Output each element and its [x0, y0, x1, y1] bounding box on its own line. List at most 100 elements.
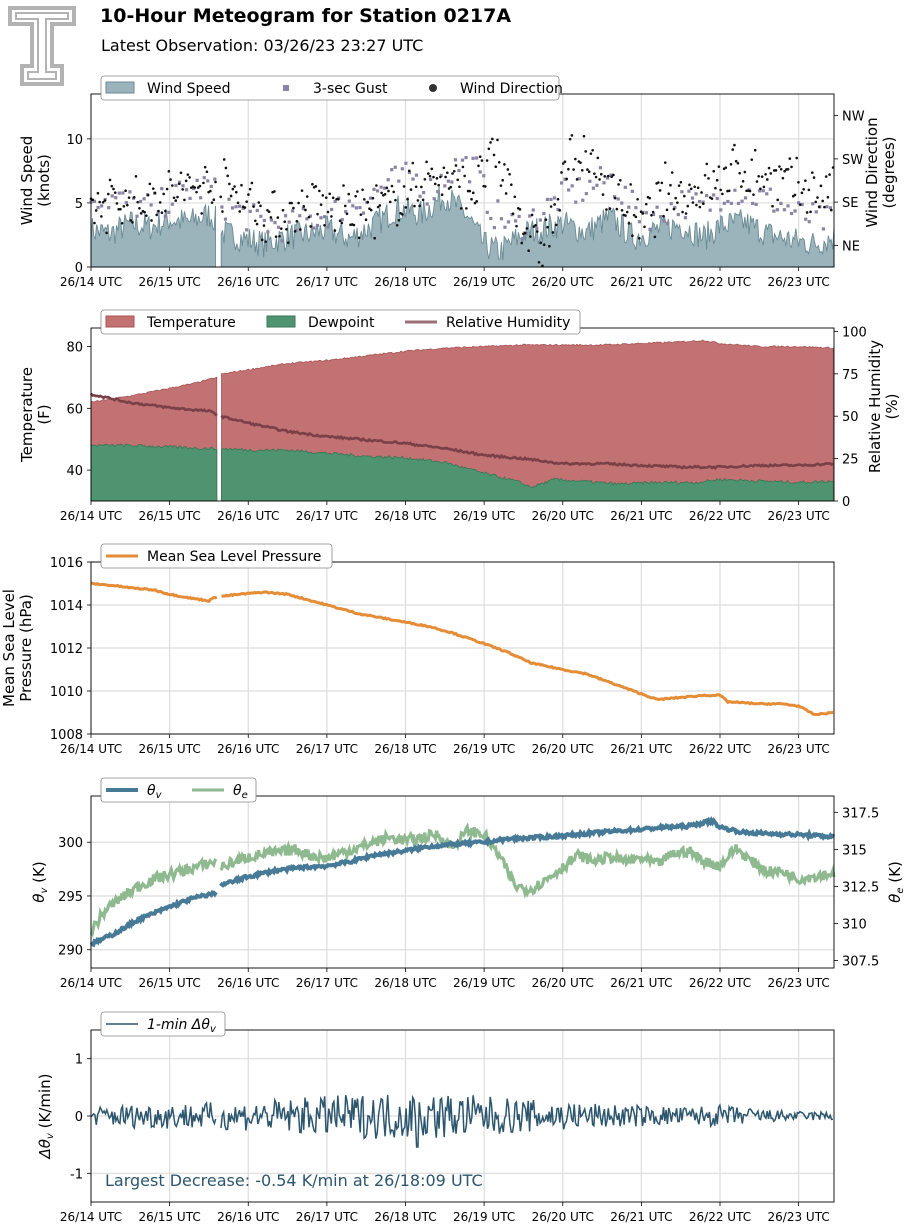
gust-marker [181, 184, 185, 188]
wind-direction-dot [170, 184, 174, 187]
gust-marker [117, 191, 121, 195]
wind-direction-dot [267, 210, 271, 214]
wind-direction-dot [634, 215, 638, 219]
gust-marker [446, 179, 450, 183]
x-tick-label: 26/17 UTC [296, 509, 358, 523]
wind-direction-dot [790, 165, 793, 169]
legend-swatch [105, 81, 135, 94]
wind-direction-dot [603, 175, 607, 178]
gust-marker [425, 202, 429, 206]
gust-marker [751, 201, 755, 206]
wind-direction-dot [394, 198, 397, 202]
x-tick-label: 26/14 UTC [60, 976, 122, 990]
wind-direction-dot [613, 196, 617, 200]
wind-direction-dot [221, 210, 224, 213]
wind-direction-dot [729, 162, 733, 166]
gust-marker [825, 205, 829, 209]
gust-marker [294, 228, 298, 232]
gust-marker [666, 221, 670, 226]
wind-direction-dot [660, 181, 664, 185]
wind-direction-dot [183, 198, 186, 202]
x-tick-label: 26/14 UTC [60, 1210, 122, 1224]
y2-tick-label: 312.5 [842, 880, 879, 895]
y-tick-label: 10 [66, 133, 83, 148]
gust-marker [482, 174, 486, 178]
y-axis-label: θv (K) [30, 861, 50, 902]
gust-marker [496, 199, 500, 203]
gust-marker [676, 212, 680, 217]
x-tick-label: 26/14 UTC [60, 742, 122, 756]
wind-direction-dot [525, 227, 529, 230]
gust-marker [333, 199, 337, 203]
gust-marker [510, 213, 514, 217]
gust-marker [121, 191, 125, 195]
wind-direction-dot [625, 210, 629, 214]
y2-tick-label: SE [842, 196, 858, 211]
wind-direction-dot [741, 179, 745, 183]
wind-direction-dot [627, 222, 631, 225]
legend-label: Mean Sea Level Pressure [147, 549, 321, 565]
wind-direction-dot [798, 203, 802, 206]
gust-marker [432, 197, 436, 201]
gust-marker [142, 197, 146, 201]
wind-direction-dot [814, 200, 818, 204]
gust-marker [160, 187, 164, 191]
wind-direction-dot [262, 224, 266, 227]
wind-direction-dot [629, 183, 632, 186]
gust-marker [549, 197, 553, 202]
wind-direction-dot [715, 178, 719, 182]
wind-direction-dot [665, 208, 669, 212]
gust-marker [722, 201, 726, 205]
legend-label: 3-sec Gust [313, 81, 388, 97]
gust-marker [708, 208, 712, 212]
wind-direction-dot [177, 182, 181, 186]
gust-marker [567, 188, 571, 192]
wind-direction-dot [388, 200, 392, 204]
wind-direction-dot [153, 191, 157, 195]
wind-direction-dot [392, 190, 396, 194]
gust-marker [542, 211, 546, 216]
wind-direction-dot [186, 173, 190, 176]
gust-marker [174, 183, 178, 188]
gust-marker [248, 209, 252, 213]
theta-e-line [219, 822, 836, 899]
gust-marker [436, 190, 440, 194]
wind-direction-dot [157, 209, 160, 213]
gust-marker [351, 204, 355, 208]
wind-direction-dot [378, 204, 382, 207]
relative-humidity-line [90, 392, 218, 417]
wind-direction-dot [151, 187, 155, 190]
wind-direction-dot [663, 161, 667, 164]
y2-axis-label: Wind Direction(degrees) [863, 117, 898, 227]
gust-marker [471, 156, 475, 160]
wind-direction-dot [167, 170, 171, 173]
gust-marker [779, 201, 783, 206]
wind-direction-dot [667, 192, 671, 196]
wind-direction-dot [255, 222, 259, 226]
wind-direction-dot [383, 192, 387, 196]
wind-direction-dot [129, 219, 133, 222]
y2-tick-label: 25 [842, 453, 859, 468]
wind-direction-dot [807, 188, 811, 192]
gust-marker [199, 196, 203, 200]
wind-direction-dot [311, 182, 314, 186]
gust-marker [245, 228, 249, 232]
wind-direction-dot [515, 224, 518, 228]
gust-marker [266, 230, 270, 234]
gust-marker [726, 199, 730, 204]
gust-marker [379, 185, 383, 189]
gust-marker [209, 184, 213, 189]
y-tick-label: 290 [58, 944, 83, 959]
wind-direction-dot [91, 198, 95, 202]
wind-direction-dot [764, 172, 767, 176]
gust-marker [322, 215, 327, 219]
gust-marker [733, 188, 737, 192]
y2-tick-label: NW [842, 110, 865, 125]
wind-direction-dot [146, 193, 150, 197]
wind-direction-dot [812, 176, 816, 179]
gust-marker [697, 199, 702, 204]
wind-direction-dot [727, 189, 731, 193]
wind-direction-dot [98, 200, 101, 204]
gust-marker [765, 192, 769, 196]
